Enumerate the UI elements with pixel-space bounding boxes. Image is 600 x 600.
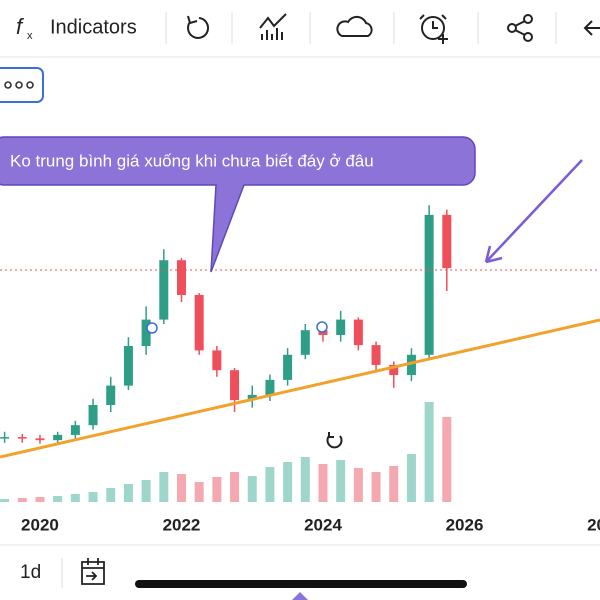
candle-body [336,319,346,335]
trend-line [0,318,600,459]
anchor-point[interactable] [146,322,158,334]
volume-bar [442,417,452,502]
goto-date-icon[interactable] [81,558,105,585]
anchor-point[interactable] [316,321,328,333]
candle-body [0,437,10,439]
alert-icon[interactable] [421,16,445,40]
candle-body [159,260,169,320]
undo-icon[interactable] [187,15,209,39]
volume-bar [141,480,151,502]
candle-body [283,354,293,380]
fx-icon-sub: x [27,30,33,42]
more-dots [4,81,34,89]
x-tick-label: 2024 [304,515,342,534]
volume-bar [371,472,381,502]
indicators-button[interactable]: Indicators [50,16,137,38]
fx-icon[interactable]: f [16,14,25,39]
candle-body [300,330,310,355]
candle-body [212,350,222,371]
volume-bar [88,492,98,502]
candle-body [17,437,27,439]
volume-bar [353,468,363,502]
chart-icon[interactable] [259,13,287,40]
plot: 2020 2022 2024 2026 2028 [0,205,600,534]
candle-body [106,385,116,405]
candle-body [265,379,275,395]
volume-bar [389,466,399,502]
volume-bar [106,488,116,502]
candle-body [442,214,452,269]
share-icon[interactable] [507,14,533,42]
volume-bar [176,474,186,502]
volume-bar [247,476,257,502]
callout-text: Ko trung bình giá xuống khi chưa biết đá… [10,151,374,170]
x-tick-label: 2022 [163,515,201,534]
candle-body [389,364,399,376]
candle-body [247,394,257,401]
volume-bar [159,472,169,502]
candle-body [424,214,434,355]
volume-bar [300,457,310,502]
reset-button[interactable] [318,425,350,455]
volume-bar [283,462,293,502]
candle-body [406,354,416,376]
volume-bar [17,498,27,502]
volume-bar [53,496,63,502]
x-tick-label: 2026 [446,515,484,534]
candle-body [141,319,151,346]
volume-bar [123,484,133,502]
alert-icon-detail [419,14,448,44]
candle-body [353,319,363,346]
volume-bar [194,482,204,502]
toolbar: f x Indicators [0,12,600,58]
x-tick-label: 2020 [21,515,59,534]
candle-body [123,346,133,386]
volume-bar [0,499,10,502]
volume-bar [406,454,416,502]
volume-bar [265,467,275,502]
home-indicator [135,580,467,588]
volume-bar [424,402,434,502]
interval-button[interactable]: 1d [20,562,41,583]
x-tick-label: 2028 [587,515,600,534]
volume-bar [212,477,222,502]
candle-body [70,425,80,435]
candle-body [88,404,98,426]
volume-bar [318,464,328,502]
candle-body [371,345,381,365]
candle-body [35,438,45,441]
handle [292,592,308,600]
candle-body [194,294,204,351]
reset-icon [326,432,343,449]
back-icon[interactable] [583,20,600,36]
volume-bar [35,497,45,502]
candle-body [53,434,63,441]
volume-bar [230,472,240,502]
volume-bar [336,460,346,502]
callout [0,136,476,273]
candle-body [230,370,240,401]
volume-bar [70,494,80,502]
candle-body [176,260,186,295]
cloud-icon[interactable] [336,15,373,37]
arrow-drawing [484,159,583,264]
